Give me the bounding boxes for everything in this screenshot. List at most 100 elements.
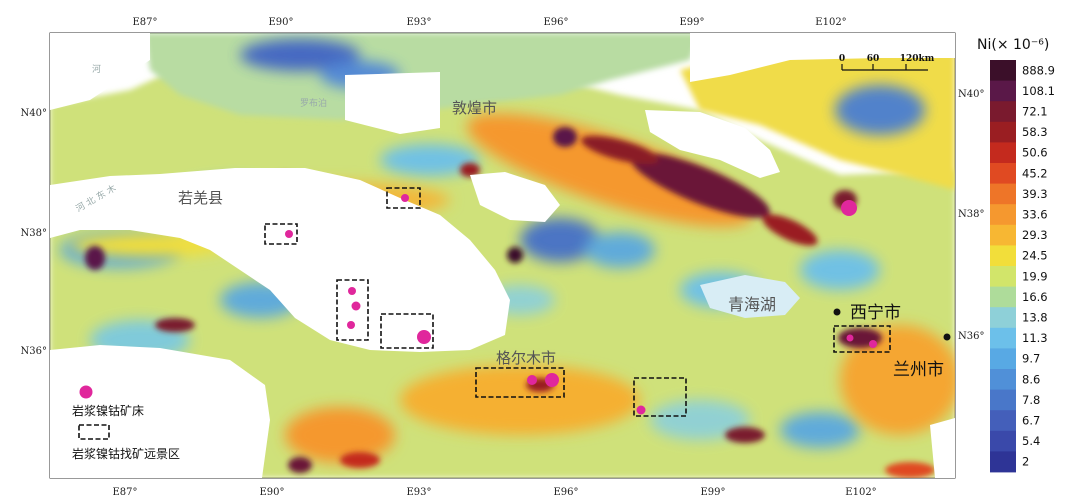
colorbar-label: 8.6	[1022, 372, 1040, 386]
svg-text:N38°: N38°	[21, 228, 47, 239]
colorbar-label: 50.6	[1022, 146, 1048, 160]
colorbar-swatch	[990, 369, 1016, 390]
faint-label: 河	[92, 63, 101, 75]
svg-text:N36°: N36°	[21, 346, 47, 357]
map-legend: 岩浆镍钴矿床 岩浆镍钴找矿远景区	[72, 385, 180, 461]
svg-text:E90°: E90°	[268, 17, 293, 28]
prospect-box-3	[336, 279, 369, 341]
colorbar-swatch	[990, 430, 1016, 452]
deposit-point	[527, 375, 537, 385]
colorbar-label: 11.3	[1022, 331, 1048, 345]
deposit-point	[348, 287, 356, 295]
colorbar-swatch	[990, 286, 1016, 308]
colorbar-title: Ni(× 10⁻⁶)	[977, 37, 1049, 53]
colorbar-swatch	[990, 183, 1016, 205]
prospect-box-7	[833, 325, 891, 353]
right-latitude-labels: N40° N38° N36°	[958, 89, 984, 342]
top-longitude-labels: E87° E90° E93° E96° E99° E102°	[132, 17, 846, 28]
colorbar-swatch	[990, 348, 1016, 370]
svg-text:N40°: N40°	[21, 108, 47, 119]
colorbar-label: 13.8	[1022, 311, 1048, 325]
deposit-point	[401, 194, 409, 202]
xining-city-dot	[833, 308, 841, 316]
deposit-point	[636, 405, 646, 415]
svg-text:E102°: E102°	[845, 487, 876, 498]
label-dunhuang: 敦煌市	[452, 99, 497, 117]
bottom-longitude-labels: E87° E90° E93° E96° E99° E102°	[112, 487, 876, 498]
colorbar-swatch	[990, 451, 1016, 473]
colorbar-swatch	[990, 389, 1016, 411]
svg-text:E96°: E96°	[543, 17, 568, 28]
colorbar-label: 2	[1022, 455, 1029, 469]
colorbar-swatch	[990, 245, 1016, 267]
prospect-box-6	[633, 377, 687, 417]
label-ruoqiang: 若羌县	[178, 189, 223, 207]
legend-prospect-label: 岩浆镍钴找矿远景区	[72, 446, 180, 461]
colorbar-label: 72.1	[1022, 105, 1048, 119]
scale-bar: 0 60 120km	[839, 54, 935, 71]
svg-text:E102°: E102°	[815, 17, 846, 28]
legend-prospect-symbol	[78, 424, 110, 440]
colorbar: Ni(× 10⁻⁶) 888.9 108.1 72.1 58.3 50.6 45.2 39.…	[977, 37, 1055, 473]
lanzhou-city-dot	[943, 333, 951, 341]
label-lanzhou: 兰州市	[893, 360, 944, 380]
svg-text:E90°: E90°	[259, 487, 284, 498]
colorbar-swatch	[990, 410, 1016, 432]
label-golmud: 格尔木市	[496, 349, 556, 367]
deposit-point	[846, 334, 854, 342]
colorbar-swatch	[990, 204, 1016, 226]
colorbar-swatch	[990, 266, 1016, 287]
colorbar-label: 29.3	[1022, 228, 1048, 242]
svg-text:E99°: E99°	[679, 17, 704, 28]
prospect-box-5	[475, 367, 565, 398]
svg-text:0: 0	[839, 54, 845, 64]
colorbar-label: 108.1	[1022, 84, 1055, 98]
deposit-point	[841, 200, 857, 216]
deposit-point	[285, 230, 293, 238]
deposit-point	[351, 301, 361, 311]
colorbar-swatch	[990, 101, 1016, 123]
left-latitude-labels: N40° N38° N36°	[21, 108, 47, 357]
colorbar-swatch	[990, 80, 1016, 102]
deposits	[285, 194, 877, 415]
colorbar-label: 39.3	[1022, 187, 1048, 201]
colorbar-label: 888.9	[1022, 63, 1055, 77]
svg-text:E96°: E96°	[553, 487, 578, 498]
colorbar-label: 58.3	[1022, 125, 1048, 139]
svg-text:N38°: N38°	[958, 209, 984, 220]
colorbar-label: 24.5	[1022, 249, 1048, 263]
colorbar-label: 33.6	[1022, 208, 1048, 222]
nickel-anomaly-raster	[50, 33, 955, 478]
colorbar-swatch	[990, 142, 1016, 164]
prospect-box-2	[264, 223, 298, 245]
prospect-box-4	[380, 313, 434, 349]
svg-text:E87°: E87°	[112, 487, 137, 498]
colorbar-label: 5.4	[1022, 434, 1040, 448]
colorbar-label: 19.9	[1022, 269, 1048, 283]
colorbar-swatch	[990, 60, 1016, 81]
svg-text:N36°: N36°	[958, 331, 984, 342]
deposit-point	[869, 340, 877, 348]
colorbar-label: 9.7	[1022, 352, 1040, 366]
colorbar-label: 16.6	[1022, 290, 1048, 304]
svg-text:60: 60	[867, 54, 880, 64]
colorbar-swatch	[990, 327, 1016, 349]
svg-text:N40°: N40°	[958, 89, 984, 100]
svg-text:E93°: E93°	[406, 487, 431, 498]
label-qinghai-lake: 青海湖	[728, 295, 776, 314]
svg-text:120km: 120km	[900, 54, 935, 64]
prospect-areas	[264, 187, 891, 417]
colorbar-swatch	[990, 121, 1016, 143]
colorbar-label: 7.8	[1022, 393, 1040, 407]
svg-text:E99°: E99°	[700, 487, 725, 498]
colorbar-label: 6.7	[1022, 414, 1040, 428]
deposit-point	[545, 373, 559, 387]
legend-deposit-label: 岩浆镍钴矿床	[72, 403, 144, 418]
colorbar-swatch	[990, 163, 1016, 184]
colorbar-swatch	[990, 307, 1016, 329]
deposit-point	[417, 330, 431, 344]
deposit-point	[347, 321, 355, 329]
prospect-box-1	[386, 187, 421, 209]
label-xining: 西宁市	[850, 303, 901, 323]
